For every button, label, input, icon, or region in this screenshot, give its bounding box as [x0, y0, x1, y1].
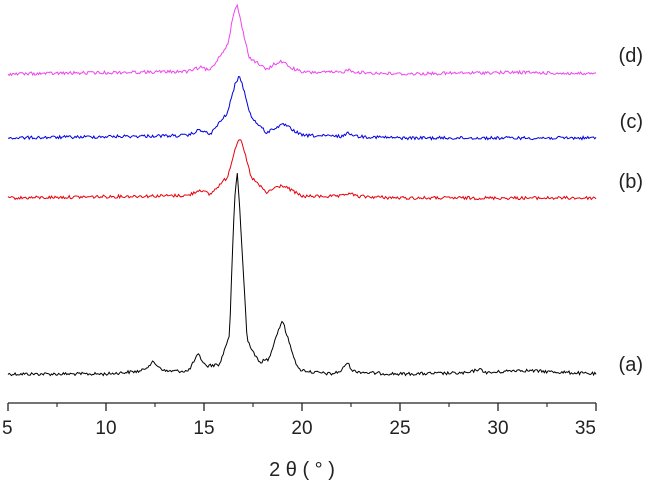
- x-tick-label: 25: [389, 418, 410, 439]
- x-tick-label: 30: [487, 418, 508, 439]
- series-line-2: [8, 76, 597, 141]
- x-tick-label: 5: [2, 418, 13, 439]
- series-line-0: [7, 173, 597, 377]
- x-tick-label: 20: [291, 418, 312, 439]
- series-labels: (a) (b) (c) (d): [619, 45, 643, 376]
- diffraction-traces: [7, 3, 597, 377]
- series-label-3: (d): [619, 45, 643, 67]
- x-axis-title: 2 θ ( ° ): [269, 459, 335, 481]
- x-tick-label: 35: [575, 418, 596, 439]
- x-tick-label: 15: [193, 418, 214, 439]
- x-tick-label: 10: [95, 418, 116, 439]
- x-axis-ticks: 5 10 15 20 25 30 35: [2, 403, 597, 439]
- series-line-1: [7, 139, 597, 201]
- series-line-3: [7, 3, 597, 77]
- series-label-1: (b): [619, 171, 643, 193]
- series-label-0: (a): [619, 354, 643, 376]
- series-label-2: (c): [620, 111, 643, 133]
